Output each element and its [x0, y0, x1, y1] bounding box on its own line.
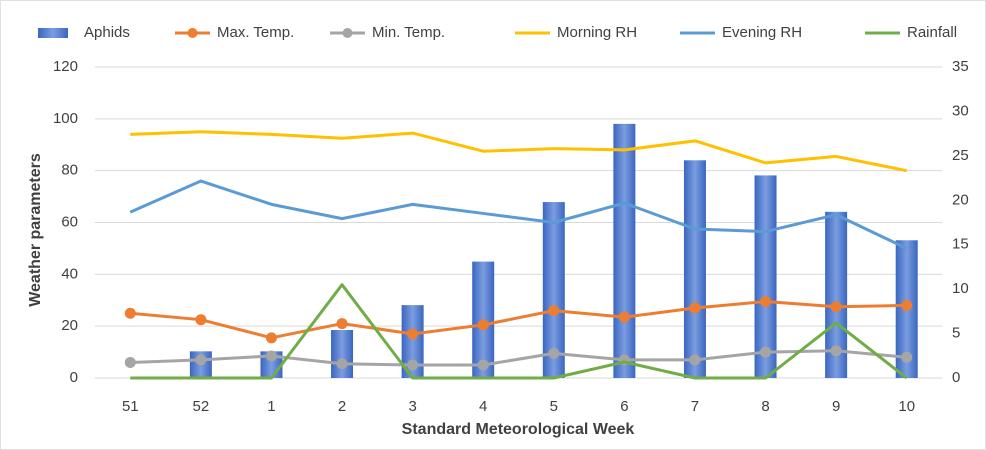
- y-tick-label: 40: [61, 265, 78, 282]
- point: [548, 347, 560, 359]
- y2-tick-label: 20: [952, 191, 969, 208]
- x-axis-title: Standard Meteorological Week: [402, 421, 635, 438]
- y-tick-label: 60: [61, 213, 78, 230]
- point: [477, 359, 489, 371]
- legend-swatch: [38, 28, 68, 38]
- y2-tick-label: 10: [952, 280, 969, 297]
- line: [130, 130, 908, 173]
- legend-label: Morning RH: [557, 24, 637, 41]
- y-tick-label: 80: [61, 162, 78, 179]
- line: [130, 349, 907, 367]
- y-tick-label: 120: [53, 58, 78, 75]
- y2-tick-label: 35: [952, 58, 969, 75]
- point: [336, 318, 348, 330]
- point: [195, 354, 207, 366]
- line: [129, 179, 908, 250]
- bar: [825, 211, 848, 378]
- legend-label: Min. Temp.: [372, 24, 445, 41]
- legend-label: Evening RH: [722, 24, 802, 41]
- point: [407, 359, 419, 371]
- y2-tick-label: 25: [952, 147, 969, 164]
- point: [760, 346, 772, 358]
- y-axis-title: Weather parameters: [27, 153, 44, 307]
- point: [265, 350, 277, 362]
- point: [689, 354, 701, 366]
- x-tick-label: 6: [620, 398, 628, 415]
- legend-label: Max. Temp.: [217, 24, 294, 41]
- point: [830, 345, 842, 357]
- y-tick-label: 20: [61, 317, 78, 334]
- bar: [683, 160, 706, 378]
- point: [760, 296, 772, 308]
- bar: [542, 202, 565, 378]
- x-tick-label: 51: [122, 398, 139, 415]
- y-tick-label: 100: [53, 110, 78, 127]
- point: [124, 307, 136, 319]
- bar: [331, 330, 354, 378]
- y2-tick-label: 15: [952, 236, 969, 253]
- bar: [613, 123, 636, 379]
- point: [336, 358, 348, 370]
- x-tick-label: 2: [338, 398, 346, 415]
- point: [265, 332, 277, 344]
- y2-tick-label: 0: [952, 369, 960, 386]
- legend-marker: [342, 28, 353, 38]
- point: [407, 328, 419, 340]
- x-tick-label: 7: [691, 398, 699, 415]
- bar: [754, 175, 777, 378]
- point: [477, 319, 489, 331]
- bar: [401, 305, 424, 378]
- point: [195, 314, 207, 326]
- legend-label: Aphids: [84, 24, 130, 41]
- x-tick-label: 3: [408, 398, 416, 415]
- x-tick-label: 5: [550, 398, 558, 415]
- point: [689, 302, 701, 314]
- y2-tick-label: 5: [952, 325, 960, 342]
- y-tick-label: 0: [70, 369, 78, 386]
- x-tick-label: 9: [832, 398, 840, 415]
- y2-tick-label: 30: [952, 102, 969, 119]
- line: [130, 283, 908, 380]
- point: [901, 351, 913, 363]
- point: [548, 305, 560, 317]
- x-tick-label: 1: [267, 398, 275, 415]
- x-tick-label: 10: [898, 398, 915, 415]
- point: [830, 301, 842, 313]
- point: [901, 299, 913, 311]
- point: [618, 311, 630, 323]
- x-tick-label: 52: [193, 398, 210, 415]
- x-tick-label: 8: [761, 398, 769, 415]
- legend-marker: [187, 28, 198, 38]
- line: [130, 300, 907, 340]
- point: [124, 356, 136, 368]
- x-tick-label: 4: [479, 398, 487, 415]
- legend-label: Rainfall: [907, 24, 957, 41]
